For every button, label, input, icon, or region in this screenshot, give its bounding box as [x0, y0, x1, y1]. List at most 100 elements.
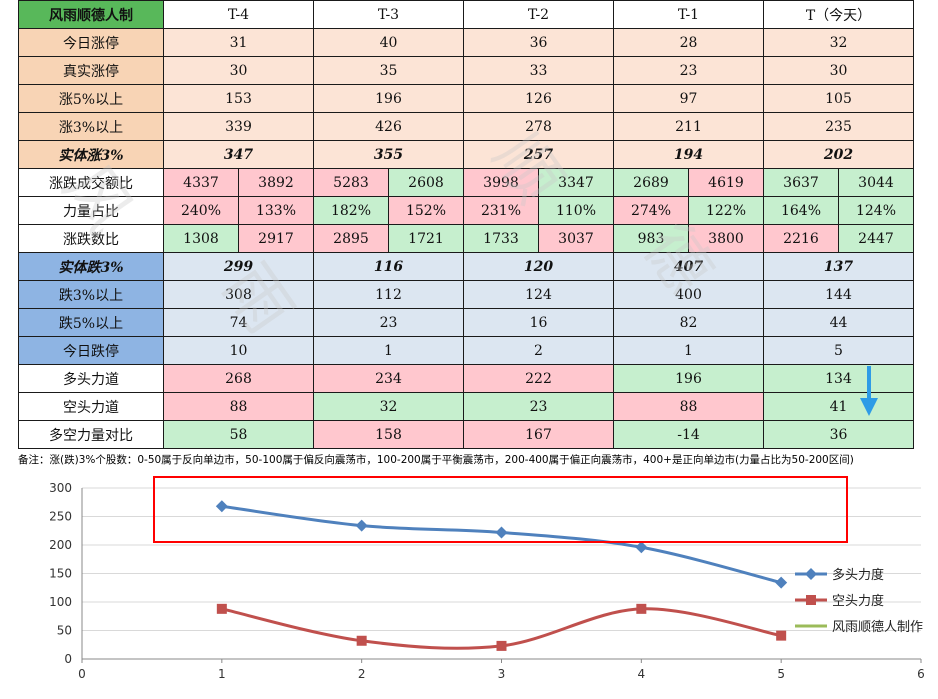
table-cell: 44 [763, 308, 914, 337]
table-cell: 133% [238, 196, 314, 225]
table-cell: 231% [463, 196, 539, 225]
row-label: 多空力量对比 [18, 420, 164, 449]
table-cell: 158 [313, 420, 464, 449]
row-label: 多头力道 [18, 364, 164, 393]
table-cell: 1308 [163, 224, 239, 253]
table-cell: 202 [763, 140, 914, 169]
table-cell: 74 [163, 308, 314, 337]
data-point [635, 541, 648, 554]
row-label: 跌3%以上 [18, 280, 164, 309]
table-cell: 355 [313, 140, 464, 169]
table-cell: 120 [463, 252, 614, 281]
table-cell: 4619 [688, 168, 764, 197]
table-cell: 105 [763, 84, 914, 113]
table-title: 风雨顺德人制 [18, 0, 164, 29]
table-cell: 152% [388, 196, 464, 225]
legend-marker [805, 568, 817, 580]
row-label: 涨5%以上 [18, 84, 164, 113]
row-label: 涨跌数比 [18, 224, 164, 253]
table-cell: 16 [463, 308, 614, 337]
table-cell: 1 [313, 336, 464, 365]
table-cell: 308 [163, 280, 314, 309]
highlight-box [153, 476, 848, 543]
table-cell: 164% [763, 196, 839, 225]
table-cell: 5 [763, 336, 914, 365]
data-point [215, 500, 228, 513]
table-cell: 2608 [388, 168, 464, 197]
y-tick-label: 0 [64, 652, 72, 666]
footnote: 备注：涨(跌)3%个股数：0-50属于反向单边市，50-100属于偏反向震荡市，… [18, 454, 854, 466]
table-cell: 3037 [538, 224, 614, 253]
column-header: T（今天） [763, 0, 914, 29]
table-cell: 983 [613, 224, 689, 253]
column-header: T-1 [613, 0, 764, 29]
x-tick-label: 4 [638, 667, 646, 681]
table-cell: 124 [463, 280, 614, 309]
market-breadth-table: 风雨顺德人制 T-4 T-3 T-2 T-1 T（今天） 今日涨停 31 40 36 28 32 真实涨… [18, 0, 914, 449]
data-point [636, 603, 647, 614]
table-cell: 126 [463, 84, 614, 113]
x-tick-label: 5 [777, 667, 785, 681]
table-cell: 194 [613, 140, 764, 169]
table-cell: 40 [313, 28, 464, 57]
legend-label: 空头力度 [832, 593, 884, 609]
table-cell: 58 [163, 420, 314, 449]
table-cell: 1 [613, 336, 764, 365]
x-tick-label: 2 [358, 667, 366, 681]
table-cell: 3637 [763, 168, 839, 197]
row-label: 实体跌3% [18, 252, 164, 281]
table-cell: 1721 [388, 224, 464, 253]
table-cell: 3800 [688, 224, 764, 253]
y-tick-label: 150 [49, 567, 72, 581]
table-cell: 30 [763, 56, 914, 85]
table-cell: 2 [463, 336, 614, 365]
table-cell: 32 [313, 392, 464, 421]
table-cell: 196 [613, 364, 764, 393]
row-label: 跌5%以上 [18, 308, 164, 337]
row-label: 涨跌成交额比 [18, 168, 164, 197]
table-cell: 36 [463, 28, 614, 57]
row-label: 力量占比 [18, 196, 164, 225]
table-cell: 88 [163, 392, 314, 421]
table-cell: 400 [613, 280, 764, 309]
table-cell: 28 [613, 28, 764, 57]
row-label: 真实涨停 [18, 56, 164, 85]
table-cell: 2895 [313, 224, 389, 253]
table-cell: 5283 [313, 168, 389, 197]
table-cell: 2216 [763, 224, 839, 253]
column-header: T-2 [463, 0, 614, 29]
legend-label: 多头力度 [832, 567, 884, 583]
table-cell: 31 [163, 28, 314, 57]
table-cell: 124% [838, 196, 914, 225]
row-label: 实体涨3% [18, 140, 164, 169]
table-cell: -14 [613, 420, 764, 449]
table-cell: 97 [613, 84, 764, 113]
table-cell: 137 [763, 252, 914, 281]
table-cell: 36 [763, 420, 914, 449]
table-cell: 1733 [463, 224, 539, 253]
table-cell: 3347 [538, 168, 614, 197]
table-cell: 10 [163, 336, 314, 365]
table-cell: 235 [763, 112, 914, 141]
table-cell: 3998 [463, 168, 539, 197]
table-cell: 153 [163, 84, 314, 113]
legend-marker [806, 595, 816, 605]
table-cell: 2917 [238, 224, 314, 253]
table-cell: 35 [313, 56, 464, 85]
data-point [355, 519, 368, 532]
table-cell: 339 [163, 112, 314, 141]
table-cell: 268 [163, 364, 314, 393]
series-line [221, 504, 782, 585]
x-tick-label: 6 [917, 667, 925, 681]
table-cell: 110% [538, 196, 614, 225]
down-arrow-icon [860, 366, 878, 416]
table-cell: 240% [163, 196, 239, 225]
table-cell: 347 [163, 140, 314, 169]
table-cell: 407 [613, 252, 764, 281]
table-cell: 23 [313, 308, 464, 337]
x-tick-label: 0 [78, 667, 86, 681]
table-cell: 2689 [613, 168, 689, 197]
data-point [496, 640, 507, 651]
column-header: T-4 [163, 0, 314, 29]
